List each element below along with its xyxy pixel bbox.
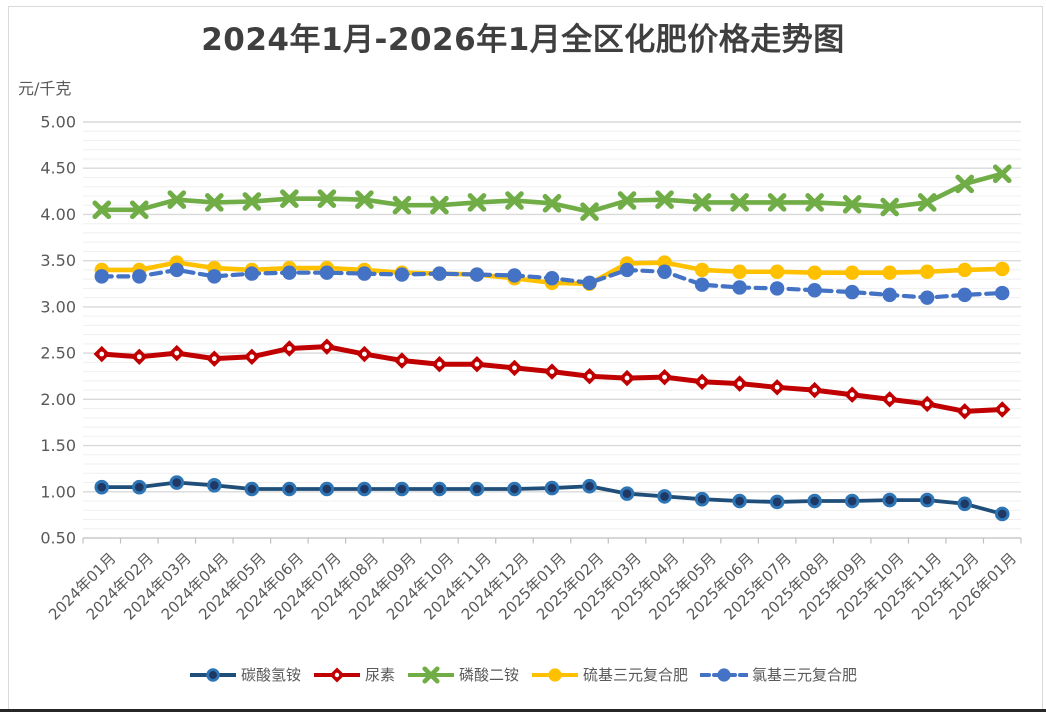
chart-legend: 碳酸氢铵 尿素 磷酸二铵 硫基三元复合肥 氯基三元复合肥 (0, 664, 1046, 685)
y-tick-label: 3.50 (40, 251, 76, 270)
y-tick-label: 3.00 (40, 297, 76, 316)
legend-item-5: 氯基三元复合肥 (700, 664, 857, 685)
x-axis-labels: 2024年01月2024年02月2024年03月2024年04月2024年05月… (45, 549, 1020, 623)
legend-marker-1 (189, 667, 236, 682)
legend-marker-4 (532, 667, 578, 682)
y-tick-label: 2.50 (40, 344, 76, 363)
y-tick-label: 5.00 (40, 113, 76, 132)
legend-marker-5 (700, 667, 749, 682)
y-tick-label: 2.00 (40, 390, 76, 409)
legend-label-3: 磷酸二铵 (458, 666, 519, 684)
legend-label-2: 尿素 (364, 666, 395, 684)
major-gridlines (83, 121, 1021, 493)
legend-item-4: 硫基三元复合肥 (531, 664, 688, 685)
legend-item-3: 磷酸二铵 (407, 664, 519, 685)
y-tick-label: 1.50 (40, 436, 76, 455)
series-1-markers (94, 475, 1010, 522)
legend-marker-3 (407, 665, 454, 684)
minor-gridlines (83, 130, 1021, 530)
legend-marker-2 (313, 666, 360, 683)
chart-title: 2024年1月-2026年1月全区化肥价格走势图 (201, 22, 845, 58)
legend-item-1: 碳酸氢铵 (189, 664, 301, 685)
x-axis (82, 537, 1022, 544)
y-tick-label: 4.50 (40, 159, 76, 178)
series-5-markers (94, 262, 1010, 305)
legend-label-4: 硫基三元复合肥 (583, 666, 689, 684)
series-3-markers (92, 164, 1012, 221)
window-bottom-edge (0, 709, 1046, 712)
legend-label-5: 氯基三元复合肥 (752, 666, 858, 684)
series-2-markers (93, 338, 1011, 420)
y-axis-labels: 5.00 4.50 4.00 3.50 3.00 2.50 2.00 1.50 1.00 0.50 (40, 113, 76, 548)
y-tick-label: 1.00 (40, 482, 76, 501)
legend-label-1: 碳酸氢铵 (240, 666, 301, 684)
chart-border-frame (8, 6, 1043, 710)
y-tick-label: 0.50 (40, 529, 76, 548)
y-tick-label: 4.00 (40, 205, 76, 224)
legend-item-2: 尿素 (313, 664, 395, 685)
y-axis-unit-label: 元/千克 (18, 79, 72, 98)
